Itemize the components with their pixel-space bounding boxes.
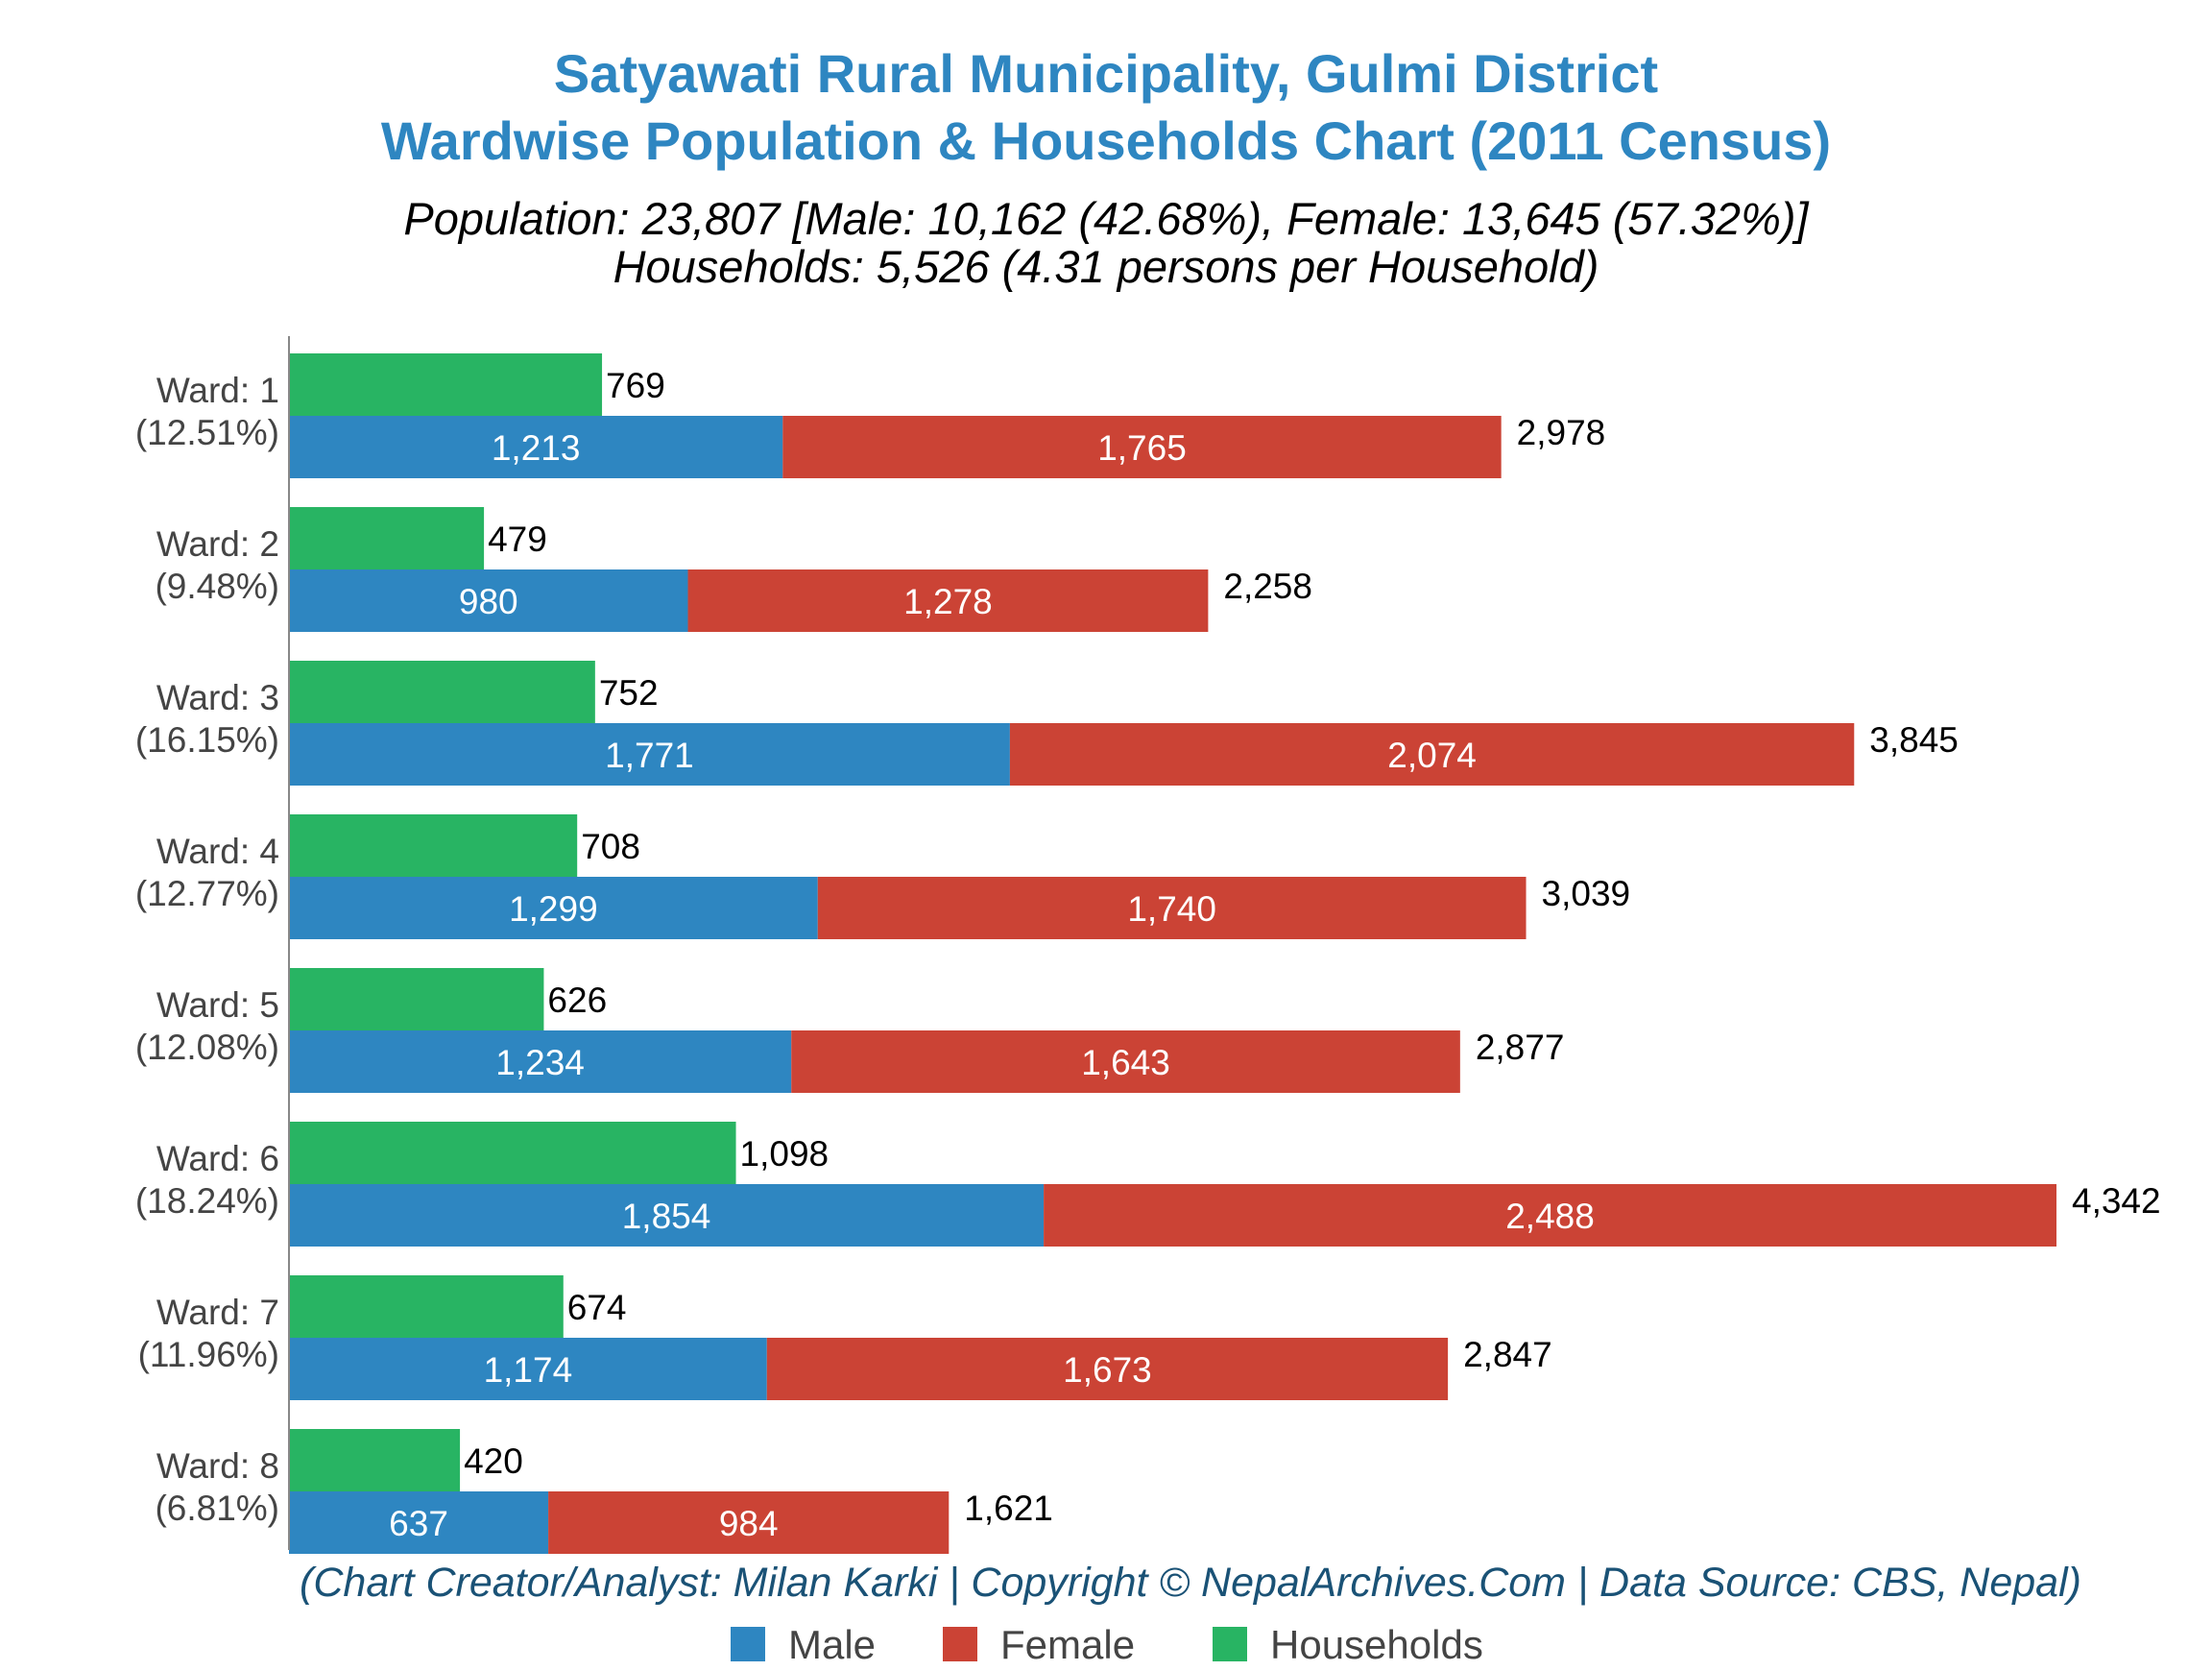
total-value-label: 2,847 [1463,1335,1552,1374]
female-bar [1044,1184,2056,1247]
male-value-label: 1,854 [622,1197,711,1236]
ward-label: Ward: 8 [156,1446,279,1486]
female-bar [548,1491,950,1554]
male-bar [289,1491,549,1554]
male-value-label: 1,213 [492,428,581,468]
total-value-label: 2,258 [1223,567,1312,606]
chart-title-line-1: Satyawati Rural Municipality, Gulmi Dist… [554,43,1658,104]
households-value-label: 674 [567,1288,627,1327]
female-value-label: 2,488 [1505,1197,1595,1236]
female-value-label: 1,673 [1063,1350,1152,1390]
male-bar [289,1030,792,1093]
ward-label: Ward: 3 [156,678,279,717]
total-value-label: 4,342 [2072,1181,2161,1221]
ward-percent-label: (6.81%) [155,1489,279,1528]
legend-swatch-female [943,1627,977,1661]
female-value-label: 1,765 [1097,428,1187,468]
male-bar [289,1184,1045,1247]
households-value-label: 769 [606,366,665,405]
households-bar [289,1429,461,1491]
ward-percent-label: (16.15%) [135,720,279,760]
male-bar [289,1338,767,1400]
chart-subtitle-households: Households: 5,526 (4.31 persons per Hous… [613,241,1599,292]
female-value-label: 1,643 [1081,1043,1170,1082]
households-bar [289,353,603,416]
households-bar [289,507,485,569]
households-bar [289,968,544,1030]
female-bar [817,877,1527,939]
ward-label: Ward: 2 [156,524,279,564]
female-bar [766,1338,1449,1400]
ward-percent-label: (18.24%) [135,1181,279,1221]
ward-label: Ward: 1 [156,371,279,410]
ward-label: Ward: 7 [156,1293,279,1332]
legend-label-female: Female [1000,1622,1135,1667]
households-value-label: 1,098 [740,1134,830,1174]
ward-label: Ward: 4 [156,832,279,871]
total-value-label: 1,621 [964,1489,1053,1528]
households-value-label: 420 [464,1441,523,1481]
male-value-label: 1,771 [605,736,694,775]
male-bar [289,877,818,939]
households-value-label: 479 [488,520,547,559]
male-bar [289,416,783,478]
bars-group: Ward: 1(12.51%) 769 1,213 1,765 2,978 Ward: 2… [135,353,2161,1554]
male-value-label: 637 [389,1504,448,1543]
households-value-label: 626 [547,981,607,1020]
legend-label-households: Households [1270,1622,1483,1667]
female-bar [1009,723,1855,786]
female-value-label: 1,740 [1127,889,1216,929]
ward-percent-label: (12.77%) [135,874,279,913]
male-value-label: 1,174 [484,1350,573,1390]
households-bar [289,661,595,723]
legend: Male Female Households [731,1622,1483,1667]
households-bar [289,1275,564,1338]
total-value-label: 2,978 [1517,413,1606,452]
households-bar [289,814,578,877]
female-bar [791,1030,1460,1093]
ward-percent-label: (9.48%) [155,567,279,606]
female-value-label: 2,074 [1387,736,1477,775]
chart-title-line-2: Wardwise Population & Households Chart (… [381,110,1831,171]
ward-label: Ward: 5 [156,985,279,1025]
male-value-label: 1,234 [495,1043,585,1082]
female-bar [782,416,1502,478]
ward-label: Ward: 6 [156,1139,279,1178]
male-bar [289,569,688,632]
male-value-label: 1,299 [509,889,598,929]
legend-swatch-households [1213,1627,1247,1661]
chart-footer-credit: (Chart Creator/Analyst: Milan Karki | Co… [300,1560,2081,1606]
female-value-label: 984 [719,1504,779,1543]
total-value-label: 3,845 [1869,720,1959,760]
households-bar [289,1122,736,1184]
female-value-label: 1,278 [903,582,993,621]
ward-percent-label: (12.51%) [135,413,279,452]
ward-percent-label: (12.08%) [135,1028,279,1067]
chart-subtitle-population: Population: 23,807 [Male: 10,162 (42.68%… [403,193,1809,244]
legend-swatch-male [731,1627,765,1661]
male-bar [289,723,1010,786]
total-value-label: 2,877 [1476,1028,1565,1067]
female-bar [687,569,1209,632]
male-value-label: 980 [459,582,518,621]
total-value-label: 3,039 [1542,874,1631,913]
households-value-label: 752 [599,673,659,713]
ward-percent-label: (11.96%) [138,1335,279,1374]
legend-label-male: Male [788,1622,876,1667]
households-value-label: 708 [581,827,640,866]
